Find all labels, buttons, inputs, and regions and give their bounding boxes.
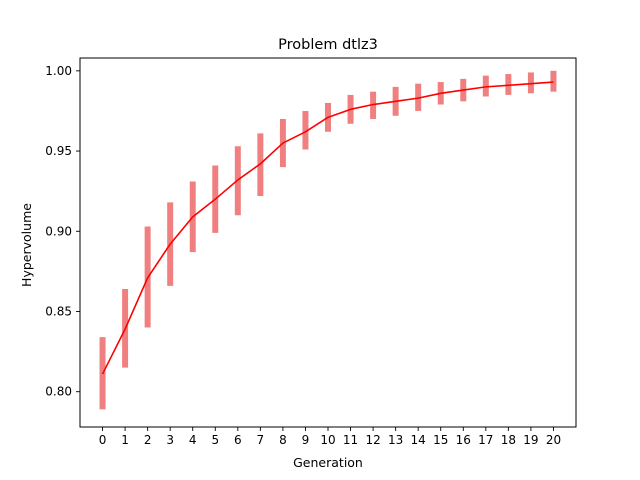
- y-axis-label: Hypervolume: [19, 203, 34, 287]
- y-tick-label: 1.00: [45, 64, 72, 78]
- x-tick-label: 10: [320, 433, 335, 447]
- x-tick-label: 18: [501, 433, 516, 447]
- x-tick-label: 8: [279, 433, 287, 447]
- x-tick-label: 14: [411, 433, 426, 447]
- x-tick-label: 11: [343, 433, 358, 447]
- x-tick-label: 6: [234, 433, 242, 447]
- y-tick-label: 0.85: [45, 304, 72, 318]
- x-tick-label: 19: [523, 433, 538, 447]
- x-tick-label: 15: [433, 433, 448, 447]
- x-tick-label: 20: [546, 433, 561, 447]
- x-tick-label: 1: [121, 433, 129, 447]
- y-tick-label: 0.80: [45, 385, 72, 399]
- x-tick-label: 13: [388, 433, 403, 447]
- errorbar-layer: [99, 70, 557, 410]
- x-tick-label: 3: [166, 433, 174, 447]
- x-tick-label: 2: [144, 433, 152, 447]
- x-tick-label: 0: [99, 433, 107, 447]
- x-axis: 0 1 2 3 4 5 6 7 8 9 10 11 12 13 14 15 16 17 18 19 20: [99, 427, 561, 447]
- series-line: [101, 81, 554, 375]
- y-axis: 0.80 0.85 0.90 0.95 1.00: [45, 64, 80, 399]
- x-axis-label: Generation: [293, 455, 363, 470]
- x-tick-label: 4: [189, 433, 197, 447]
- x-tick-label: 7: [257, 433, 265, 447]
- chart-title: Problem dtlz3: [278, 37, 378, 53]
- line-layer: [101, 81, 554, 375]
- x-tick-label: 9: [302, 433, 310, 447]
- x-tick-label: 5: [211, 433, 219, 447]
- y-tick-label: 0.90: [45, 224, 72, 238]
- x-tick-label: 12: [365, 433, 380, 447]
- x-tick-label: 17: [478, 433, 493, 447]
- y-tick-label: 0.95: [45, 144, 72, 158]
- x-tick-label: 16: [456, 433, 471, 447]
